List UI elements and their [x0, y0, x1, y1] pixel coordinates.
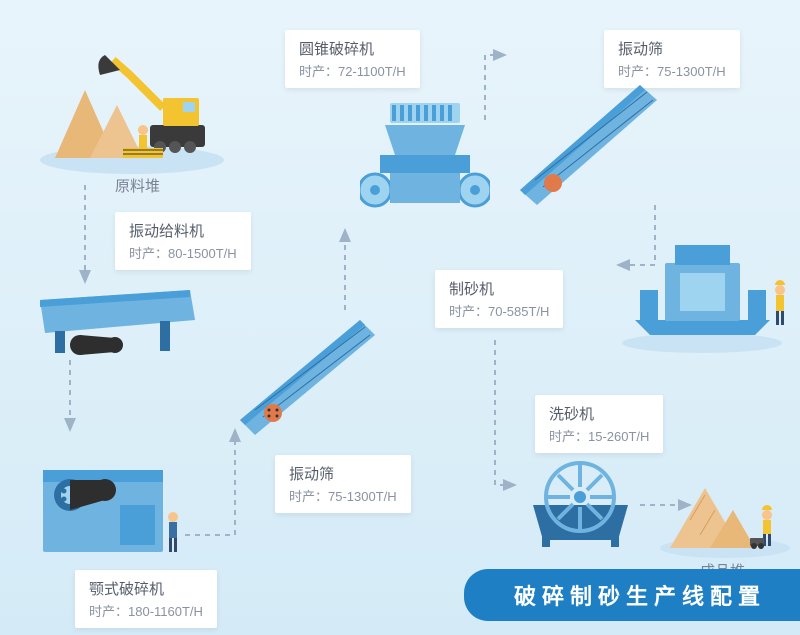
screen1-title: 振动筛 [289, 463, 397, 484]
feeder-label: 振动给料机 时产：80-1500T/H [115, 212, 251, 270]
jaw-sub: 时产：180-1160T/H [89, 601, 203, 620]
node-product-pile [655, 460, 795, 565]
screen2-title: 振动筛 [618, 38, 726, 59]
washer-sub: 时产：15-260T/H [549, 426, 649, 445]
node-jaw-crusher [35, 435, 190, 565]
washer-label: 洗砂机 时产：15-260T/H [535, 395, 663, 453]
screen1-label: 振动筛 时产：75-1300T/H [275, 455, 411, 513]
node-feeder [30, 285, 205, 368]
cone-label: 圆锥破碎机 时产：72-1100T/H [285, 30, 420, 88]
jaw-title: 颚式破碎机 [89, 578, 203, 599]
cone-sub: 时产：72-1100T/H [299, 61, 406, 80]
node-screen2 [505, 70, 665, 215]
node-cone-crusher [360, 95, 490, 230]
sandmaker-label: 制砂机 时产：70-585T/H [435, 270, 563, 328]
sandmaker-title: 制砂机 [449, 278, 549, 299]
screen1-sub: 时产：75-1300T/H [289, 486, 397, 505]
node-screen1 [225, 305, 385, 445]
sandmaker-sub: 时产：70-585T/H [449, 301, 549, 320]
feeder-sub: 时产：80-1500T/H [129, 243, 237, 262]
raw-pile-label: 原料堆 [115, 175, 160, 196]
jaw-label: 颚式破碎机 时产：180-1160T/H [75, 570, 217, 628]
node-raw-pile [35, 30, 230, 180]
node-washer [518, 455, 643, 555]
feeder-title: 振动给料机 [129, 220, 237, 241]
cone-title: 圆锥破碎机 [299, 38, 406, 59]
washer-title: 洗砂机 [549, 403, 649, 424]
node-sand-maker [620, 235, 795, 360]
bottom-banner: 破碎制砂生产线配置 [464, 569, 800, 621]
